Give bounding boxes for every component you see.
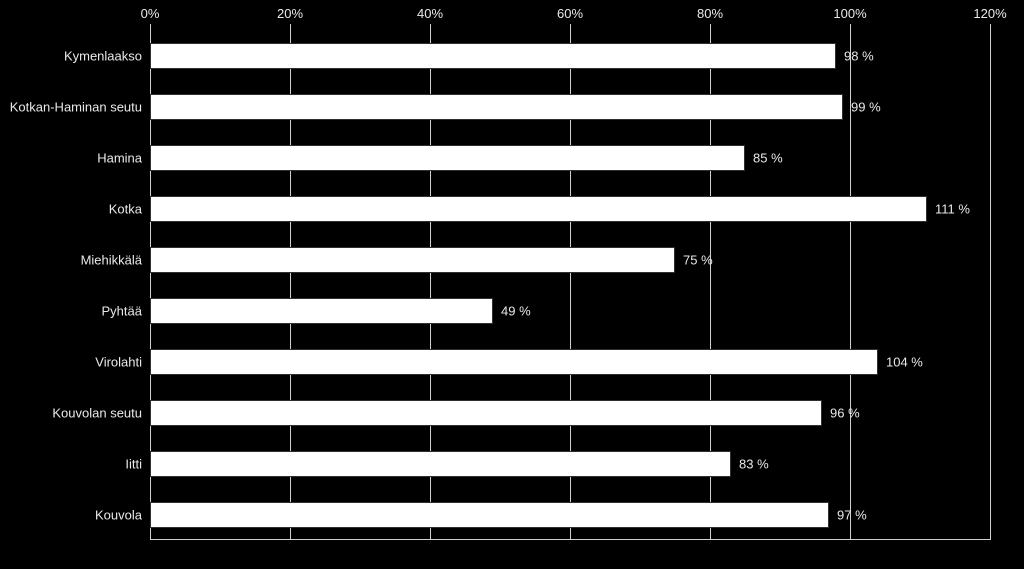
bar [150,43,836,69]
x-tickmark [850,24,851,30]
y-category-label: Kotka [109,201,142,216]
bar [150,196,927,222]
bar-data-label: 99 % [851,99,881,114]
bar [150,400,822,426]
y-category-label: Kotkan-Haminan seutu [10,99,142,114]
x-tickmark [290,24,291,30]
bar-data-label: 49 % [501,303,531,318]
y-category-label: Hamina [97,150,142,165]
x-tick-label: 0% [141,6,160,21]
x-tickmark [150,24,151,30]
y-category-label: Iitti [125,456,142,471]
bar [150,247,675,273]
x-tickmark [430,24,431,30]
x-tickmark [570,24,571,30]
chart-container: 0% 20% 40% 60% 80% 100% 120% Kymenlaakso 98 % Kot… [0,0,1024,569]
x-tick-label: 100% [833,6,866,21]
x-tick-label: 40% [417,6,443,21]
bar [150,502,829,528]
bar [150,94,843,120]
bar [150,298,493,324]
x-tick-label: 120% [973,6,1006,21]
bar-data-label: 104 % [886,354,923,369]
bar-data-label: 96 % [830,405,860,420]
x-tick-label: 60% [557,6,583,21]
y-category-label: Kouvolan seutu [52,405,142,420]
y-category-label: Pyhtää [102,303,142,318]
bar-data-label: 83 % [739,456,769,471]
x-tickmark [710,24,711,30]
y-category-label: Kymenlaakso [64,48,142,63]
bar [150,145,745,171]
bar-data-label: 75 % [683,252,713,267]
bar-data-label: 111 % [935,201,970,216]
x-tick-label: 80% [697,6,723,21]
y-category-label: Virolahti [95,354,142,369]
gridline [990,30,991,540]
bar-data-label: 97 % [837,507,867,522]
bar-data-label: 98 % [844,48,874,63]
bar [150,451,731,477]
x-tick-label: 20% [277,6,303,21]
y-category-label: Miehikkälä [81,252,142,267]
bar-data-label: 85 % [753,150,783,165]
x-tickmark [990,24,991,30]
bar [150,349,878,375]
y-category-label: Kouvola [95,507,142,522]
